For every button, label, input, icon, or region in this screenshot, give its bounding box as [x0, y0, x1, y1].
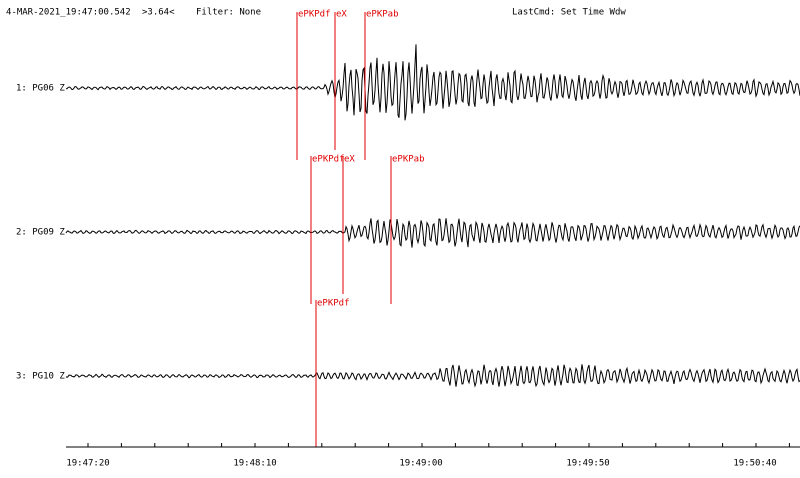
filter: Filter: None	[196, 8, 261, 18]
time-label: 19:49:50	[566, 459, 609, 469]
time-label: 19:50:40	[733, 459, 776, 469]
trace-label[interactable]: 1: PG06 Z	[16, 84, 65, 94]
last-command: LastCmd: Set Time Wdw	[512, 8, 626, 18]
timestamp: 4-MAR-2021_19:47:00.542	[6, 8, 131, 18]
pick-label[interactable]: eX	[344, 155, 355, 165]
pick-label[interactable]: ePKPab	[392, 155, 425, 165]
pick-label[interactable]: ePKPab	[366, 10, 399, 20]
time-label: 19:48:10	[233, 459, 276, 469]
trace-label[interactable]: 2: PG09 Z	[16, 228, 65, 238]
pick-label[interactable]: eX	[336, 10, 347, 20]
waveform	[66, 44, 800, 121]
pick-label[interactable]: ePKPdf	[312, 155, 345, 165]
waveforms	[65, 44, 800, 388]
pick-label[interactable]: ePKPdf	[317, 299, 350, 309]
waveform	[65, 364, 800, 388]
time-ticks	[87, 443, 790, 447]
trace-label[interactable]: 3: PG10 Z	[16, 372, 65, 382]
pick-label[interactable]: ePKPdf	[298, 10, 331, 20]
time-label: 19:47:20	[66, 459, 109, 469]
waveform	[65, 218, 800, 248]
time-label: 19:49:00	[399, 459, 442, 469]
scale: >3.64<	[142, 8, 175, 18]
